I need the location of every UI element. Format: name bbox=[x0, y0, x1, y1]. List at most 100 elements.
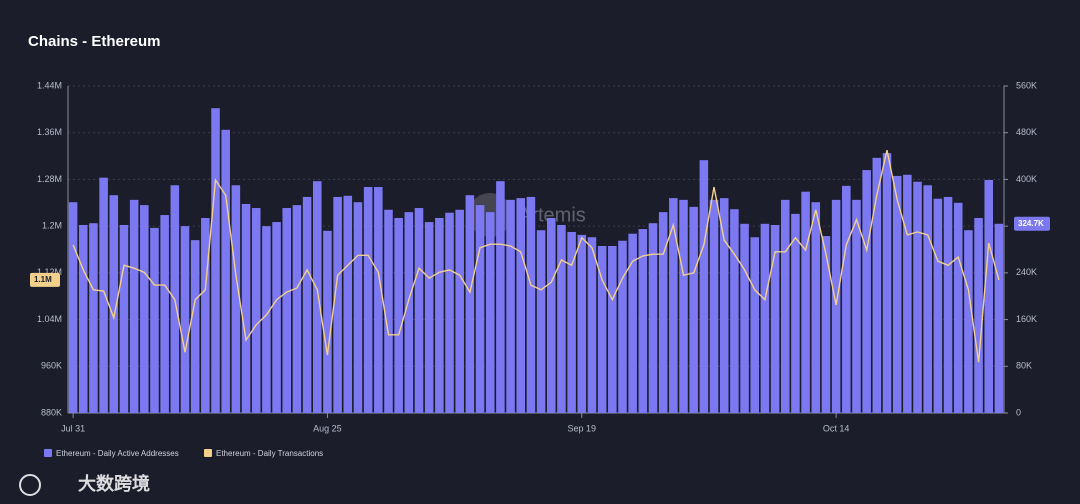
bar bbox=[302, 196, 312, 413]
legend-swatch bbox=[204, 449, 212, 457]
bar bbox=[648, 223, 658, 413]
y-tick-label: 960K bbox=[41, 361, 62, 371]
bar bbox=[333, 196, 342, 413]
bar bbox=[292, 205, 302, 413]
bar bbox=[536, 230, 546, 413]
bar bbox=[719, 198, 729, 413]
bar bbox=[913, 181, 922, 413]
bar bbox=[150, 227, 159, 413]
bar bbox=[221, 129, 230, 413]
y2-tick-label: 160K bbox=[1016, 314, 1037, 324]
bar bbox=[791, 213, 800, 413]
bar bbox=[953, 202, 963, 413]
bar bbox=[994, 223, 1004, 413]
bar bbox=[567, 231, 576, 413]
bar bbox=[374, 187, 383, 413]
bar bbox=[933, 198, 943, 413]
y-tick-label: 1.36M bbox=[37, 127, 62, 137]
bar bbox=[557, 224, 566, 413]
bar bbox=[546, 217, 556, 413]
bar bbox=[516, 198, 526, 413]
bar bbox=[414, 208, 424, 413]
bar bbox=[943, 196, 953, 413]
bar bbox=[231, 185, 241, 413]
bar bbox=[862, 170, 871, 413]
bar bbox=[628, 233, 637, 413]
legend-label: Ethereum - Daily Transactions bbox=[216, 449, 323, 458]
bar bbox=[608, 245, 617, 413]
bar bbox=[272, 222, 281, 413]
bar bbox=[282, 208, 292, 413]
footer-watermark: 大数跨境 bbox=[78, 473, 150, 494]
bar bbox=[709, 199, 719, 413]
bar bbox=[323, 230, 332, 413]
bar bbox=[394, 217, 403, 413]
bar bbox=[669, 198, 678, 413]
end-label: 1.1M bbox=[34, 275, 52, 284]
y2-tick-label: 80K bbox=[1016, 361, 1032, 371]
bar bbox=[78, 224, 88, 413]
bar bbox=[68, 202, 78, 413]
end-label-box bbox=[1014, 216, 1050, 231]
bar bbox=[658, 212, 668, 413]
bar bbox=[140, 205, 149, 413]
bar bbox=[475, 205, 485, 413]
x-tick-label: Sep 19 bbox=[568, 423, 597, 433]
bar bbox=[190, 240, 200, 413]
bar bbox=[618, 240, 627, 413]
footer-logo bbox=[19, 474, 41, 496]
bar bbox=[262, 226, 271, 413]
y-tick-label: 880K bbox=[41, 407, 62, 417]
bar bbox=[363, 187, 373, 413]
bar bbox=[241, 203, 251, 413]
bar bbox=[831, 199, 841, 413]
bar bbox=[740, 223, 749, 413]
bar bbox=[770, 224, 780, 413]
bar bbox=[811, 202, 821, 413]
bar bbox=[445, 212, 454, 413]
bar bbox=[211, 108, 220, 414]
bar bbox=[699, 160, 709, 413]
bar bbox=[465, 195, 475, 413]
y2-tick-label: 0 bbox=[1016, 407, 1021, 417]
bar bbox=[679, 199, 688, 413]
y-tick-label: 1.04M bbox=[37, 314, 62, 324]
bar bbox=[780, 199, 790, 413]
bar bbox=[760, 223, 770, 413]
bar bbox=[730, 209, 739, 413]
y2-tick-label: 480K bbox=[1016, 127, 1037, 137]
bar bbox=[577, 234, 587, 413]
legend-label: Ethereum - Daily Active Addresses bbox=[56, 449, 179, 458]
bar bbox=[424, 222, 434, 413]
bar bbox=[251, 208, 261, 413]
bar bbox=[119, 224, 129, 413]
bar bbox=[597, 245, 607, 413]
bar bbox=[343, 195, 353, 413]
bar bbox=[180, 226, 190, 413]
bar bbox=[526, 196, 536, 413]
bar bbox=[872, 157, 882, 413]
bar bbox=[923, 185, 932, 413]
bar bbox=[455, 209, 464, 413]
bar bbox=[852, 199, 861, 413]
line bbox=[72, 150, 1000, 363]
bar bbox=[160, 215, 169, 413]
bar bbox=[801, 191, 810, 413]
legend-swatch bbox=[44, 449, 52, 457]
y-tick-label: 1.28M bbox=[37, 174, 62, 184]
y-tick-label: 1.44M bbox=[37, 80, 62, 90]
bar bbox=[404, 212, 414, 413]
bar bbox=[312, 181, 322, 413]
y2-tick-label: 560K bbox=[1016, 80, 1037, 90]
bar bbox=[842, 185, 851, 413]
chart-title: Chains - Ethereum bbox=[28, 33, 161, 50]
y-tick-label: 1.2M bbox=[42, 221, 62, 231]
y-tick-label: 1.12M bbox=[37, 267, 62, 277]
bar bbox=[506, 199, 515, 413]
bar bbox=[496, 181, 505, 413]
y2-tick-label: 400K bbox=[1016, 174, 1037, 184]
bar bbox=[485, 212, 495, 413]
bar bbox=[109, 195, 119, 413]
bar bbox=[882, 153, 892, 413]
bar bbox=[638, 229, 648, 413]
